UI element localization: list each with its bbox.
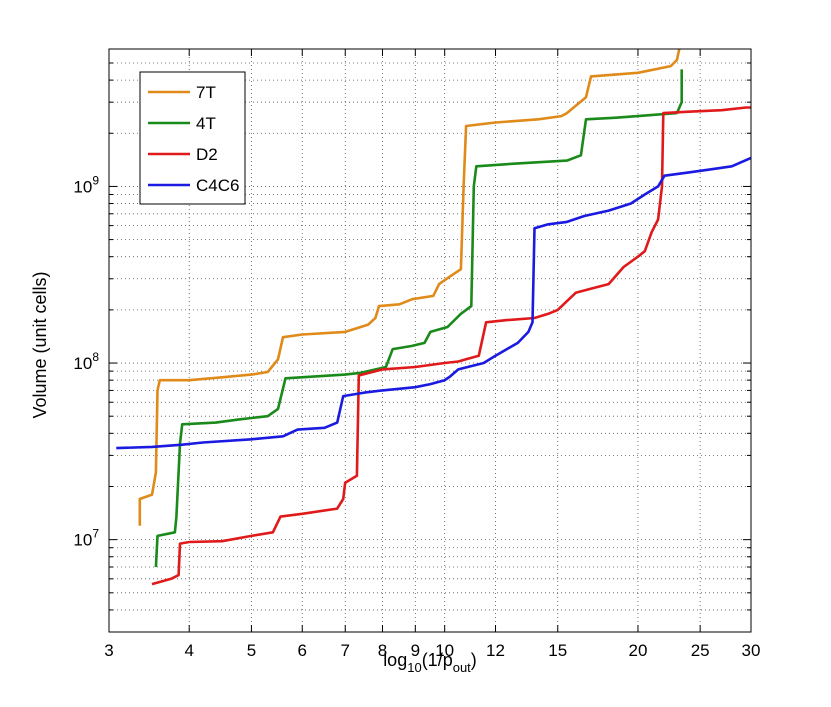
x-tick-label: 12 (486, 641, 505, 660)
series-line-c4c6 (116, 156, 752, 450)
x-tick-label: 20 (628, 641, 647, 660)
x-axis-label: log10(1/pout) (383, 650, 477, 675)
x-tick-label: 3 (104, 641, 113, 660)
x-tick-label: 9 (411, 641, 420, 660)
legend: 7T 4T D2 C4C6 (139, 71, 246, 205)
x-tick-label: 30 (742, 641, 761, 660)
y-tick-label: 107 (73, 527, 99, 550)
x-tick-label: 6 (298, 641, 307, 660)
y-tick-label-base: 10 (73, 531, 92, 550)
x-tick-labels: 3 4 5 6 7 8 9 10 12 15 20 25 30 (104, 641, 760, 660)
x-tick-label: 8 (378, 641, 387, 660)
y-tick-label: 108 (73, 350, 99, 373)
legend-label-d2: D2 (196, 145, 218, 164)
ticks (108, 48, 752, 633)
y-axis-label: Volume (unit cells) (30, 271, 50, 418)
x-tick-label: 25 (691, 641, 710, 660)
legend-label-7t: 7T (196, 83, 216, 102)
x-tick-label: 7 (341, 641, 350, 660)
series-line-7t (138, 48, 681, 526)
series-layer (116, 48, 752, 586)
series-line-d2 (151, 106, 751, 586)
x-tick-label: 5 (247, 641, 256, 660)
plot-frame (108, 48, 752, 633)
legend-label-c4c6: C4C6 (196, 176, 239, 195)
y-tick-label-exponent: 8 (92, 350, 99, 364)
y-tick-label: 109 (73, 173, 99, 196)
x-tick-label: 4 (184, 641, 193, 660)
y-tick-label-base: 10 (73, 177, 92, 196)
x-tick-label: 10 (435, 641, 454, 660)
series-line-4t (154, 69, 683, 568)
y-tick-label-exponent: 7 (92, 527, 99, 541)
y-tick-label-base: 10 (73, 354, 92, 373)
x-tick-label: 15 (548, 641, 567, 660)
y-tick-label-exponent: 9 (92, 173, 99, 187)
legend-box (139, 71, 246, 205)
legend-label-4t: 4T (196, 114, 216, 133)
